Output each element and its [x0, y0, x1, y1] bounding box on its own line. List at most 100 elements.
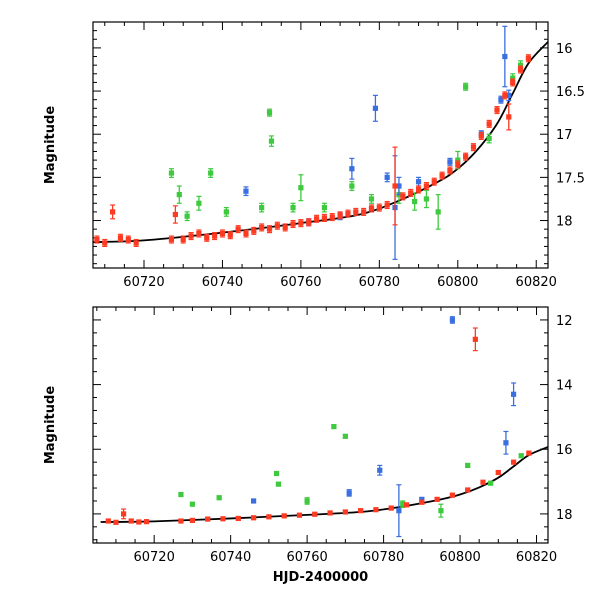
data-point — [306, 218, 312, 227]
data-point — [133, 238, 139, 248]
point-marker — [136, 519, 142, 525]
point-marker — [329, 214, 335, 220]
data-point — [345, 209, 351, 218]
y-tick-label: 17.5 — [556, 171, 585, 186]
data-point — [342, 433, 348, 439]
point-marker — [188, 233, 194, 239]
point-marker — [208, 170, 214, 176]
point-marker — [415, 179, 422, 185]
point-marker — [176, 192, 182, 198]
point-marker — [205, 516, 211, 522]
data-point — [502, 25, 508, 88]
point-marker — [143, 519, 150, 525]
data-point — [102, 238, 108, 248]
data-point — [282, 223, 288, 232]
point-marker — [321, 204, 328, 211]
y-tick-label: 12 — [556, 314, 573, 329]
data-point — [168, 235, 175, 244]
point-marker — [480, 479, 486, 485]
data-point — [349, 157, 355, 180]
point-marker — [345, 211, 351, 217]
point-marker — [396, 183, 402, 189]
point-marker — [510, 391, 517, 397]
x-tick-label: 60820 — [516, 275, 557, 290]
data-point — [506, 103, 512, 131]
point-marker — [243, 188, 249, 194]
data-point — [290, 219, 296, 229]
point-marker — [408, 190, 414, 196]
point-marker — [353, 209, 359, 215]
data-point — [472, 327, 478, 352]
data-point — [384, 172, 390, 183]
x-tick-label: 60760 — [286, 550, 327, 565]
model-curve — [93, 41, 548, 244]
data-point — [223, 206, 229, 217]
point-marker — [503, 440, 509, 446]
data-point — [478, 131, 484, 140]
data-point — [506, 89, 512, 102]
data-point — [434, 496, 440, 502]
point-marker — [494, 107, 500, 113]
data-point — [188, 232, 194, 241]
data-point — [455, 160, 461, 169]
point-marker — [455, 161, 461, 168]
point-marker — [128, 518, 134, 524]
data-point — [494, 105, 500, 115]
point-marker — [517, 66, 524, 73]
point-marker — [268, 138, 275, 144]
data-point — [196, 195, 202, 211]
data-point — [304, 497, 310, 505]
point-marker — [189, 501, 196, 507]
point-marker — [204, 235, 210, 241]
point-marker — [117, 235, 124, 241]
point-marker — [465, 462, 471, 469]
data-point — [353, 207, 359, 216]
data-point — [463, 82, 469, 91]
point-marker — [168, 236, 175, 243]
point-marker — [400, 501, 406, 507]
data-point — [480, 479, 486, 485]
point-marker — [423, 183, 430, 189]
x-axis-title: HJD-2400000 — [273, 570, 368, 585]
bottom-panel: 60720 60740 60760 60780 60800 60820 12 14 16 18 Ma… — [43, 306, 573, 585]
data-point — [243, 229, 249, 238]
data-point — [281, 513, 287, 519]
data-point — [196, 229, 202, 238]
data-point — [117, 233, 124, 242]
point-marker — [388, 505, 394, 511]
point-marker — [423, 196, 430, 202]
point-marker — [449, 492, 456, 498]
point-marker — [498, 97, 504, 103]
data-point — [211, 232, 218, 241]
point-marker — [463, 84, 469, 90]
point-marker — [510, 459, 517, 465]
point-marker — [274, 223, 280, 229]
y-axis-title: Magnitude — [43, 386, 58, 465]
point-marker — [94, 236, 100, 243]
data-point — [419, 499, 425, 505]
data-point — [449, 492, 456, 498]
data-point — [463, 152, 469, 161]
y-tick-label: 16.5 — [556, 85, 585, 100]
point-marker — [196, 200, 202, 206]
x-tick-label: 60760 — [280, 275, 321, 290]
data-point — [327, 510, 333, 516]
y-axis-title: Magnitude — [43, 106, 58, 185]
data-point — [372, 94, 379, 122]
data-point — [274, 221, 280, 230]
x-tick-label: 60740 — [202, 275, 243, 290]
data-point — [465, 487, 471, 493]
data-point — [526, 450, 532, 456]
data-point — [502, 91, 508, 100]
y-tick-label: 18 — [556, 215, 573, 230]
point-marker — [439, 173, 445, 179]
point-marker — [495, 469, 501, 476]
point-marker — [510, 79, 516, 86]
point-marker — [216, 495, 222, 501]
data-point — [184, 211, 190, 222]
point-marker — [373, 507, 379, 513]
plot-area — [100, 316, 548, 538]
point-marker — [518, 453, 524, 459]
point-marker — [486, 121, 492, 127]
data-point — [204, 233, 210, 242]
